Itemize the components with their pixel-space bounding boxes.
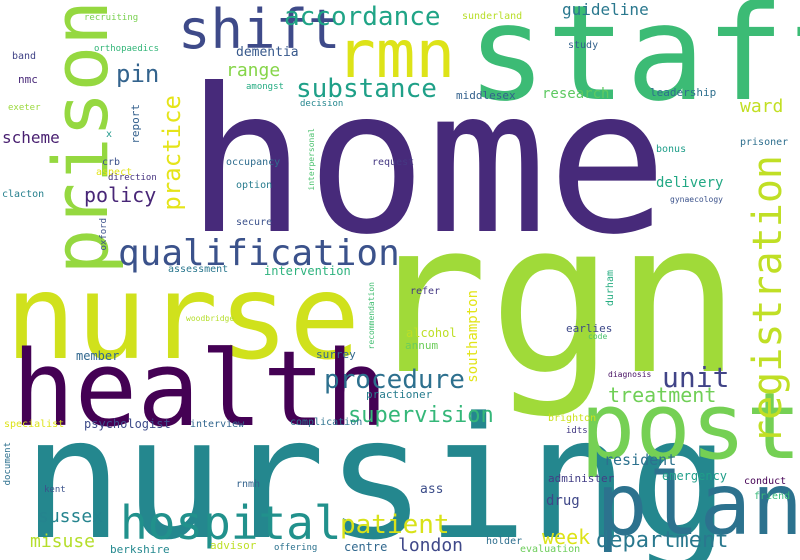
word-ass: ass <box>420 482 444 497</box>
word-annum: annum <box>405 339 439 352</box>
word-surrey: surrey <box>316 348 356 361</box>
word-assessment: assessment <box>168 264 229 275</box>
word-emergency: emergency <box>662 469 728 483</box>
word-supervision: supervision <box>348 403 494 428</box>
word-crb: crb <box>102 157 121 168</box>
word-nurse: nurse <box>5 248 361 386</box>
word-southampton: southampton <box>465 290 481 383</box>
word-amongst: amongst <box>246 82 284 92</box>
word-specialist: specialist <box>4 419 65 430</box>
word-idts: idts <box>566 426 588 436</box>
word-guideline: guideline <box>562 0 649 19</box>
word-resident: resident <box>604 451 677 469</box>
word-refer: refer <box>410 286 441 297</box>
word-practice: practice <box>158 95 186 211</box>
word-band: band <box>12 51 37 62</box>
word-holder: holder <box>486 536 523 547</box>
word-report: report <box>129 104 142 144</box>
word-occupancy: occupancy <box>226 157 281 168</box>
word-direction: direction <box>108 173 157 183</box>
word-dementia: dementia <box>236 45 299 60</box>
word-friend: friend <box>754 491 791 502</box>
word-decision: decision <box>300 99 344 109</box>
word-clacton: clacton <box>2 189 45 200</box>
word-pin: pin <box>116 60 160 88</box>
word-treatment: treatment <box>608 383 717 407</box>
word-administer: administer <box>548 472 615 485</box>
word-policy: policy <box>84 183 157 207</box>
word-study: study <box>568 40 599 51</box>
word-woodbridge: woodbridge <box>186 314 235 323</box>
word-sunderland: sunderland <box>462 11 523 22</box>
word-x: x <box>106 129 113 140</box>
word-document: document <box>3 442 13 486</box>
word-advisor: advisor <box>210 539 257 552</box>
word-recruiting: recruiting <box>84 13 139 23</box>
word-nursing: nursing <box>22 381 731 560</box>
word-ward: ward <box>740 96 784 117</box>
word-conduct: conduct <box>744 476 787 487</box>
word-middlesex: middlesex <box>456 89 516 102</box>
word-rmn: rmn <box>336 16 456 93</box>
word-delivery: delivery <box>656 175 724 191</box>
word-secure: secure <box>236 217 273 228</box>
word-centre: centre <box>344 540 388 554</box>
word-exeter: exeter <box>8 103 41 113</box>
word-leadership: leadership <box>650 86 717 99</box>
word-substance: substance <box>296 74 437 104</box>
word-rgn: rgn <box>362 176 742 421</box>
word-health: health <box>12 328 388 450</box>
word-post: post <box>580 373 800 480</box>
word-recommendation: recommendation <box>367 282 376 350</box>
word-alcohol: alcohol <box>406 326 457 340</box>
word-unit: unit <box>662 361 730 394</box>
word-berkshire: berkshire <box>110 543 170 556</box>
word-practioner: practioner <box>366 388 433 401</box>
word-week: week <box>542 525 591 549</box>
word-staff: staff <box>467 0 800 131</box>
word-member: member <box>76 349 120 363</box>
word-psychologist: psychologist <box>84 417 171 431</box>
word-aspect: aspect <box>96 167 133 178</box>
word-intervention: intervention <box>264 264 351 278</box>
word-bonus: bonus <box>656 144 687 155</box>
word-research: research <box>542 86 610 102</box>
word-scheme: scheme <box>2 128 60 147</box>
word-hospital: hospital <box>120 496 342 550</box>
word-range: range <box>226 60 281 81</box>
word-rnmh: rnmh <box>236 479 261 490</box>
word-misuse: misuse <box>30 531 96 552</box>
word-nmc: nmc <box>18 73 38 86</box>
word-oxford: oxford <box>99 218 109 251</box>
word-interview: interview <box>190 419 245 430</box>
word-offering: offering <box>274 543 318 553</box>
word-request: request <box>372 157 415 168</box>
word-diagnosis: diagnosis <box>608 370 652 379</box>
word-registration: registration <box>745 155 791 444</box>
word-orthopaedics: orthopaedics <box>94 44 160 54</box>
word-earlies: earlies <box>566 322 613 335</box>
word-home: home <box>186 46 668 279</box>
word-complication: complication <box>290 417 363 428</box>
word-shift: shift <box>178 0 341 61</box>
word-london: london <box>398 535 464 556</box>
word-drug: drug <box>546 493 580 509</box>
word-gynaecology: gynaecology <box>670 195 723 204</box>
word-plan: plan <box>596 455 800 555</box>
word-durham: durham <box>605 270 616 307</box>
word-evaluation: evaluation <box>520 544 581 555</box>
word-option: option <box>236 180 273 191</box>
word-interpersonal: interpersonal <box>307 128 316 191</box>
word-sussex: sussex <box>38 506 104 527</box>
word-procedure: procedure <box>324 365 465 395</box>
word-accordance: accordance <box>284 2 441 32</box>
word-patient: patient <box>340 510 450 540</box>
word-qualification: qualification <box>118 233 400 274</box>
word-prisoner: prisoner <box>740 137 789 148</box>
word-code: code <box>588 332 608 341</box>
word-brighton: brighton <box>548 413 597 424</box>
word-department: department <box>596 528 729 553</box>
word-kent: kent <box>44 485 66 495</box>
